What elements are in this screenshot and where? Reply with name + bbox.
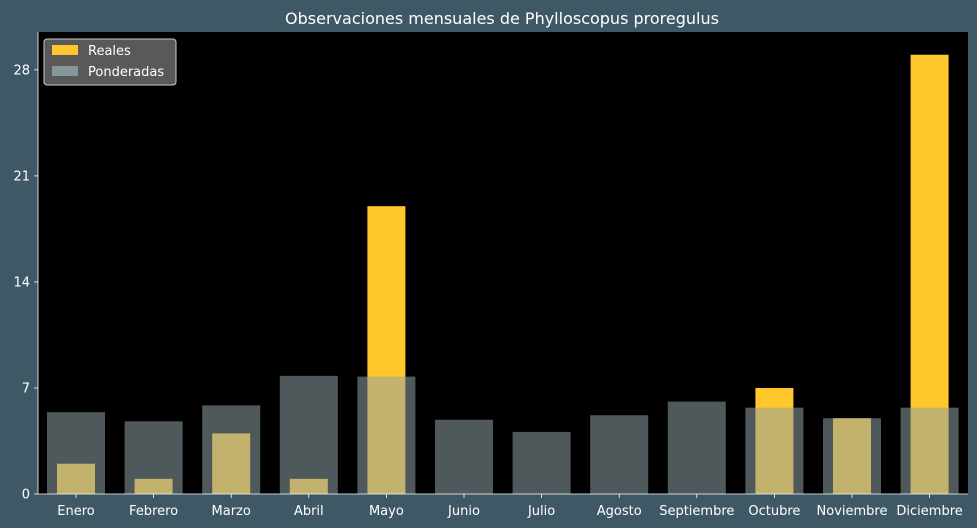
bar-ponderadas	[590, 415, 649, 494]
y-tick-label: 7	[22, 381, 30, 396]
bar-ponderadas	[357, 376, 416, 494]
bar-ponderadas	[900, 407, 959, 494]
y-tick-label: 14	[13, 275, 30, 290]
y-axis: 0 7 14 21 28	[13, 32, 39, 503]
x-tick-label: Marzo	[212, 504, 251, 519]
x-tick-label: Julio	[527, 504, 555, 519]
legend-swatch-reales	[52, 45, 78, 55]
bar-ponderadas	[512, 431, 571, 494]
y-tick-label: 0	[22, 488, 30, 503]
legend-label-ponderadas: Ponderadas	[88, 65, 164, 80]
legend: Reales Ponderadas	[43, 38, 177, 86]
y-tick-label: 28	[13, 63, 30, 78]
bar-ponderadas	[47, 412, 105, 494]
x-tick-label: Mayo	[369, 504, 404, 519]
x-tick-label: Agosto	[597, 504, 642, 519]
x-tick-label: Noviembre	[817, 504, 888, 519]
bar-ponderadas	[202, 405, 261, 494]
bar-ponderadas	[279, 375, 338, 494]
weighted-bars	[47, 375, 959, 494]
x-tick-label: Diciembre	[896, 504, 962, 519]
x-axis: Enero Febrero Marzo Abril Mayo Junio Julio Agos…	[38, 493, 968, 519]
bar-ponderadas	[124, 421, 183, 494]
chart-title: Observaciones mensuales de Phylloscopus …	[285, 9, 719, 28]
x-tick-label: Octubre	[748, 504, 800, 519]
legend-label-reales: Reales	[88, 44, 131, 59]
bar-ponderadas	[823, 418, 881, 494]
bar-ponderadas	[435, 419, 493, 494]
y-tick-label: 21	[13, 169, 30, 184]
x-tick-label: Enero	[57, 504, 95, 519]
x-tick-label: Septiembre	[659, 504, 734, 519]
bar-ponderadas	[745, 407, 804, 494]
bar-ponderadas	[667, 401, 726, 494]
x-tick-label: Abril	[294, 504, 324, 519]
legend-swatch-ponderadas	[52, 66, 78, 76]
x-tick-label: Febrero	[129, 504, 178, 519]
plot-area	[38, 32, 968, 494]
x-tick-label: Junio	[447, 504, 480, 519]
